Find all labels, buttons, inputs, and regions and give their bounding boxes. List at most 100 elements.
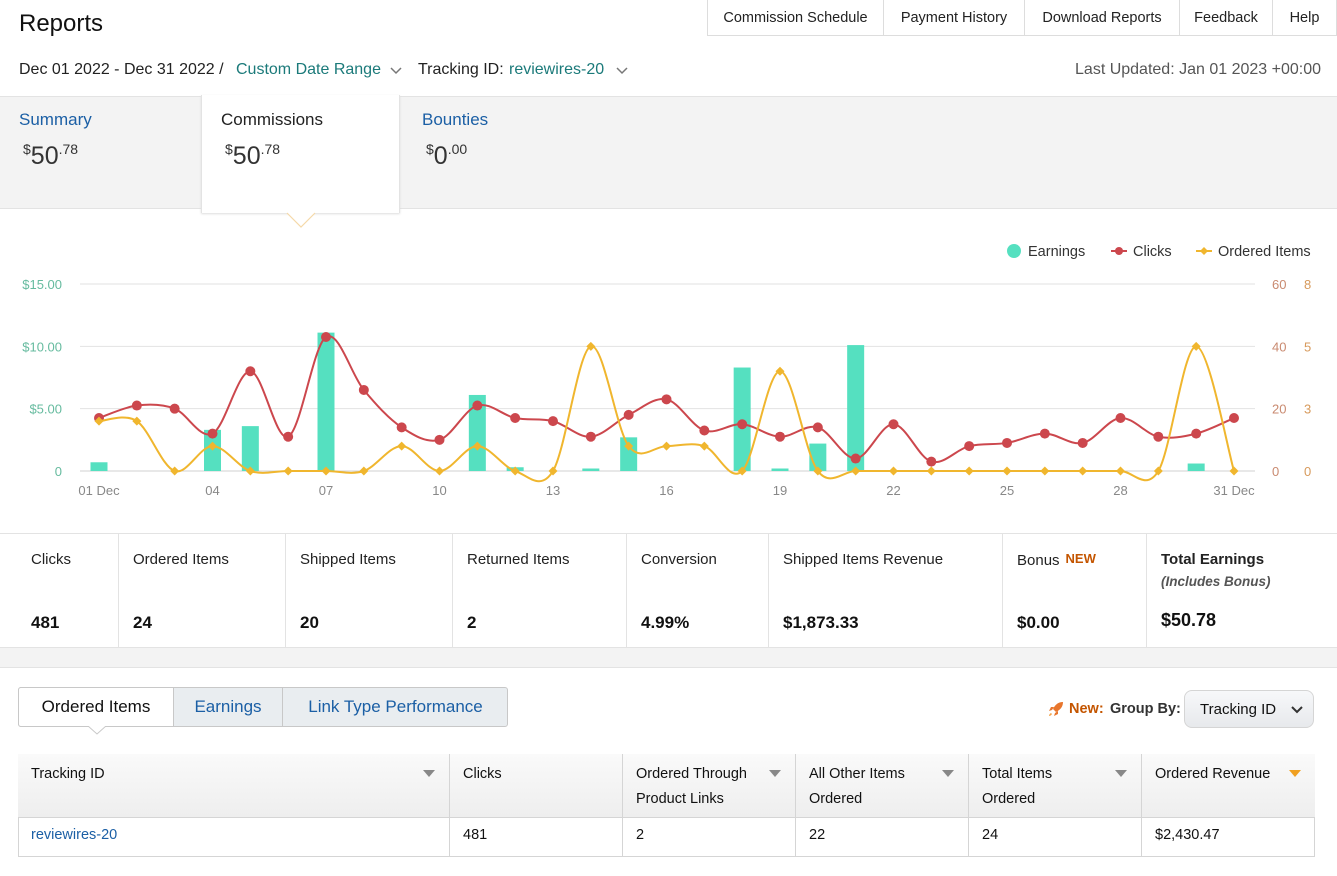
legend-label: Ordered Items bbox=[1218, 244, 1311, 260]
tab-pointer bbox=[286, 212, 316, 228]
report-tab[interactable]: Ordered Items bbox=[18, 687, 174, 727]
x-tick-label: 07 bbox=[319, 483, 333, 498]
point bbox=[1040, 466, 1050, 476]
column-header[interactable]: Ordered Revenue bbox=[1142, 754, 1315, 818]
dropdown-icon bbox=[390, 67, 402, 75]
report-tab[interactable]: Link Type Performance bbox=[308, 697, 483, 716]
date-option[interactable]: Custom Date Range bbox=[236, 61, 381, 78]
stat-value: 20 bbox=[300, 613, 319, 632]
point bbox=[775, 431, 785, 442]
column-header[interactable]: All Other Items Ordered bbox=[796, 754, 968, 818]
point bbox=[1153, 466, 1163, 476]
whole: 50 bbox=[232, 142, 261, 170]
point bbox=[397, 441, 407, 451]
nav-link[interactable]: Download Reports bbox=[1024, 0, 1180, 36]
column-header[interactable]: Clicks bbox=[450, 754, 622, 818]
commissions-tab[interactable]: Commissions $50.78 bbox=[201, 95, 400, 213]
legend-marker bbox=[1007, 244, 1021, 258]
point bbox=[737, 466, 747, 476]
point bbox=[926, 456, 937, 467]
y-tick-label: $15.00 bbox=[22, 277, 62, 292]
point bbox=[245, 366, 256, 377]
point bbox=[737, 419, 748, 430]
tracking-id[interactable]: reviewires-20 bbox=[509, 61, 605, 78]
y-tick-label: $10.00 bbox=[22, 339, 62, 354]
table-cell: 24 bbox=[982, 827, 999, 843]
point bbox=[585, 431, 596, 442]
point bbox=[888, 419, 899, 430]
y-tick-label: 0 bbox=[1304, 464, 1311, 479]
bar bbox=[241, 426, 259, 471]
stat-label: Clicks bbox=[31, 551, 71, 568]
y-tick-label: 5 bbox=[1304, 339, 1311, 354]
bounties-tab[interactable]: Bounties $0.00 bbox=[403, 95, 602, 213]
point bbox=[1002, 437, 1012, 448]
sort-icon bbox=[423, 770, 435, 777]
sort-icon bbox=[1289, 770, 1301, 777]
point bbox=[283, 431, 294, 442]
point bbox=[1153, 431, 1164, 442]
label-text: Total Earnings bbox=[1161, 551, 1265, 568]
point bbox=[1229, 413, 1239, 424]
point bbox=[851, 466, 861, 476]
point bbox=[358, 384, 369, 395]
amount: $50.78 bbox=[225, 141, 280, 171]
stat-cell: Conversion 4.99% bbox=[627, 534, 769, 647]
point bbox=[131, 400, 142, 411]
y-tick-label: $5.00 bbox=[29, 402, 62, 417]
tab-label: Bounties bbox=[422, 110, 489, 129]
point bbox=[1078, 466, 1088, 476]
nav-link[interactable]: Feedback bbox=[1179, 0, 1273, 36]
point bbox=[435, 466, 444, 476]
report-tab[interactable]: Earnings bbox=[174, 687, 283, 727]
stat-label: Shipped Items bbox=[300, 551, 396, 568]
y-tick-label: 40 bbox=[1272, 339, 1286, 354]
point bbox=[661, 394, 672, 405]
fraction: .78 bbox=[58, 141, 79, 157]
nav-link[interactable]: Help bbox=[1272, 0, 1337, 36]
stat-label: Conversion bbox=[641, 551, 717, 568]
x-tick-label: 22 bbox=[886, 483, 900, 498]
point bbox=[321, 466, 331, 476]
amount: $0.00 bbox=[426, 141, 467, 171]
nav-link[interactable]: Payment History bbox=[883, 0, 1025, 36]
bar bbox=[468, 394, 486, 471]
divider bbox=[0, 533, 1337, 534]
column-header[interactable]: Total Items Ordered bbox=[969, 754, 1141, 818]
header-text: All Other Items Ordered bbox=[809, 766, 905, 807]
column-header[interactable]: Ordered Through Product Links bbox=[623, 754, 795, 818]
new-badge: NEW bbox=[1065, 551, 1096, 566]
stat-value: 4.99% bbox=[641, 613, 690, 632]
selected-option: Tracking ID bbox=[1200, 701, 1277, 718]
table-column: Total Items Ordered 24 bbox=[968, 754, 1141, 857]
dropdown-icon bbox=[616, 67, 628, 75]
x-tick-label: 10 bbox=[432, 483, 446, 498]
stat-cell: Shipped Items 20 bbox=[286, 534, 453, 647]
label-text: Ordered Items bbox=[133, 551, 229, 568]
stat-cell: Bonus NEW $0.00 bbox=[1003, 534, 1147, 647]
point bbox=[1115, 413, 1126, 424]
y-tick-label: 0 bbox=[1272, 464, 1279, 479]
nav-link[interactable]: Commission Schedule bbox=[707, 0, 884, 36]
header-text: Clicks bbox=[463, 766, 502, 782]
table-cell[interactable]: reviewires-20 bbox=[31, 827, 118, 843]
group-by-select[interactable]: Tracking ID bbox=[1184, 690, 1314, 728]
tab-label: Commissions bbox=[221, 110, 324, 129]
column-header[interactable]: Tracking ID bbox=[18, 754, 449, 818]
summary-tab[interactable]: Summary $50.78 bbox=[0, 95, 199, 213]
legend-label: Earnings bbox=[1028, 244, 1085, 260]
table-column: Ordered Through Product Links 2 bbox=[622, 754, 795, 857]
point bbox=[699, 441, 709, 451]
y-tick-label: 3 bbox=[1304, 402, 1311, 417]
line bbox=[98, 345, 1235, 483]
stat-cell: Ordered Items 24 bbox=[119, 534, 286, 647]
legend-marker bbox=[1200, 247, 1208, 255]
group-by-label: Group By: bbox=[1110, 701, 1181, 717]
fraction: .00 bbox=[447, 141, 468, 157]
point bbox=[434, 434, 445, 445]
tab-pointer bbox=[88, 726, 106, 735]
point bbox=[208, 441, 217, 451]
point bbox=[169, 403, 180, 414]
stat-cell: Clicks 481 bbox=[0, 534, 119, 647]
table-cell: 481 bbox=[463, 827, 488, 843]
